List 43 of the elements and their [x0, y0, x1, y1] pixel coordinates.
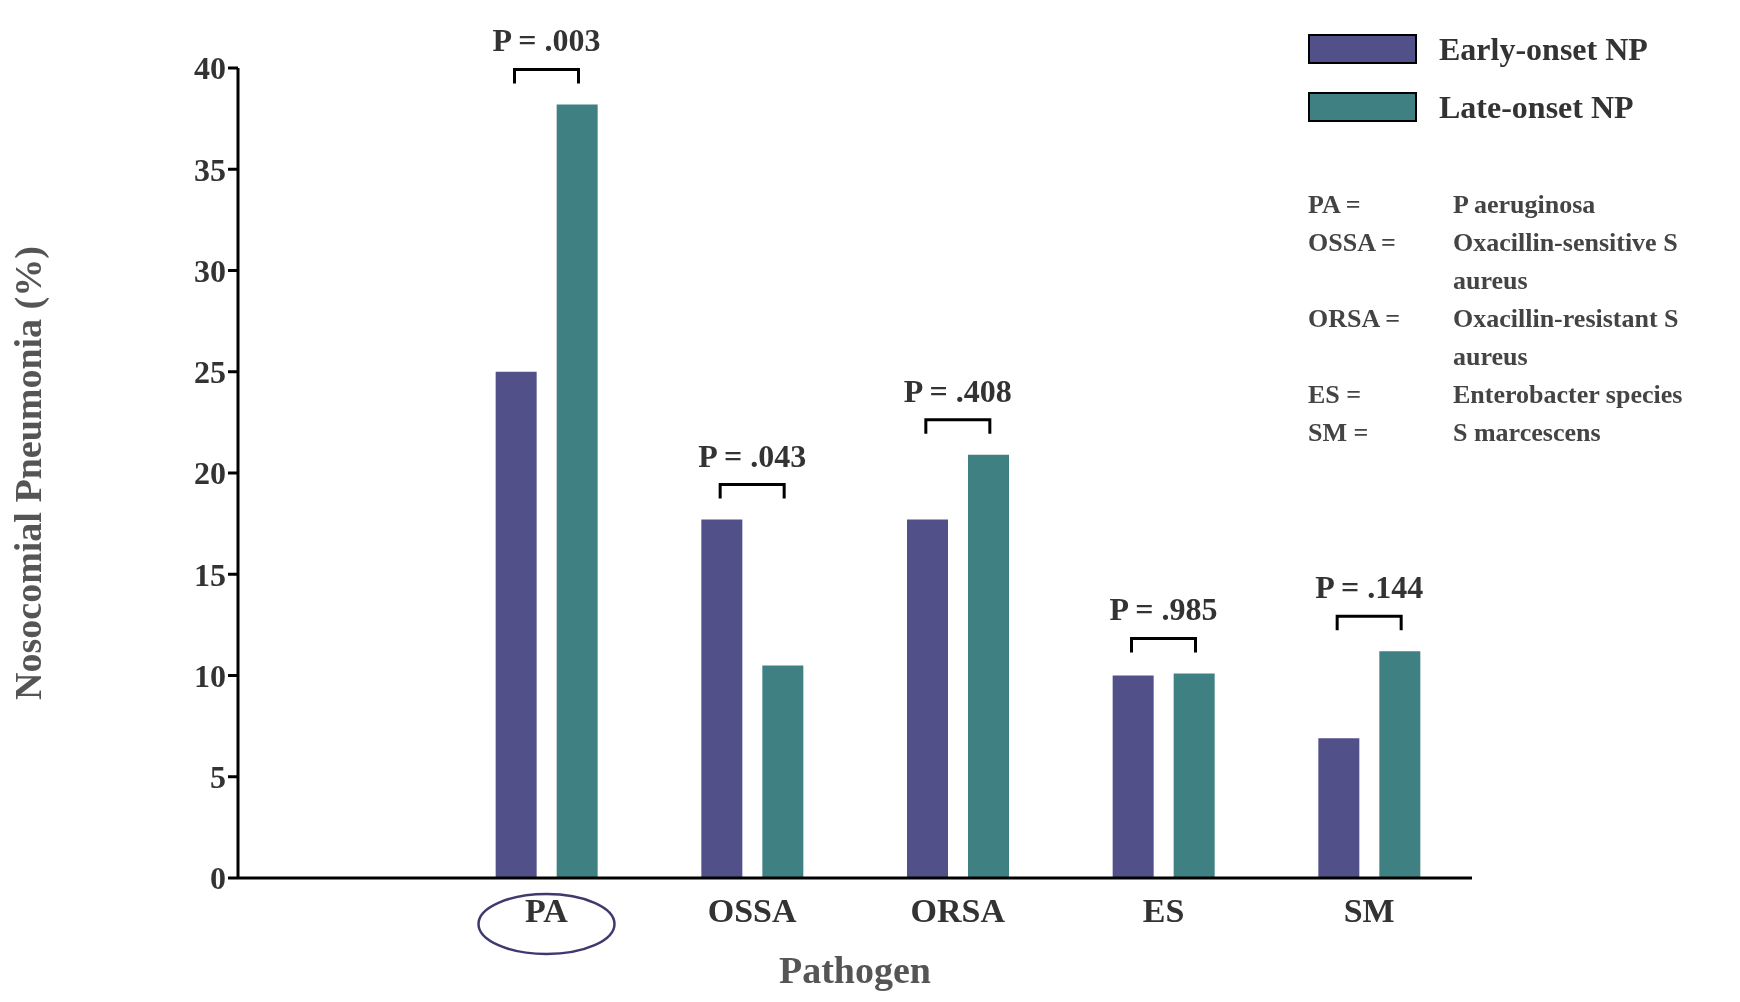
- annotation: P aeruginosa: [1453, 189, 1597, 221]
- annotation: S marcescens: [1453, 417, 1602, 449]
- y-tick-label: 15: [194, 556, 226, 593]
- annotation: ES =: [1308, 379, 1363, 411]
- annotation: OSSA =: [1308, 227, 1397, 259]
- bar: [1112, 675, 1154, 878]
- x-axis-title: Pathogen: [779, 949, 931, 991]
- text: P = .003: [492, 22, 601, 59]
- annotation: P = .985: [1109, 591, 1218, 628]
- legend-label: Late-onset NP: [1439, 88, 1634, 127]
- bar: [701, 519, 743, 878]
- annotation: Oxacillin-sensitive S aureus: [1453, 227, 1679, 297]
- x-tick-label: ORSA: [910, 892, 1006, 930]
- bar: [907, 519, 948, 878]
- annotation: ORSA =: [1308, 303, 1402, 335]
- y-tick-label: 10: [194, 657, 226, 694]
- y-tick-label: 25: [194, 354, 226, 391]
- bar: [968, 454, 1009, 878]
- annotation: Oxacillin-resistant S aureus: [1453, 303, 1680, 373]
- y-tick-label: 35: [194, 151, 226, 188]
- x-tick-label: OSSA: [707, 892, 798, 930]
- annotation: P = .408: [903, 372, 1012, 409]
- bar: [1379, 651, 1421, 878]
- bar: [1173, 673, 1215, 878]
- y-axis-title: Nosocomial Pneumonia (%): [7, 246, 51, 700]
- y-tick-label: 0: [210, 860, 226, 897]
- y-tick-label: 30: [194, 252, 226, 289]
- y-tick-label: 20: [194, 455, 226, 492]
- x-tick-label: ES: [1142, 892, 1185, 930]
- annotation: P = .043: [698, 437, 807, 474]
- x-tick-label: PA: [525, 892, 569, 930]
- y-tick-label: 40: [194, 50, 226, 87]
- annotation: Enterobacter species: [1453, 379, 1684, 411]
- legend-label: Early-onset NP: [1439, 30, 1648, 69]
- x-tick-label: SM: [1343, 892, 1395, 930]
- bar: [556, 104, 598, 878]
- annotation: P = .144: [1315, 569, 1424, 606]
- bar: [762, 665, 804, 878]
- bar: [495, 371, 537, 878]
- annotation: SM =: [1308, 417, 1370, 449]
- bar: [1318, 738, 1360, 878]
- y-tick-label: 5: [210, 759, 226, 796]
- annotation: PA =: [1308, 189, 1362, 221]
